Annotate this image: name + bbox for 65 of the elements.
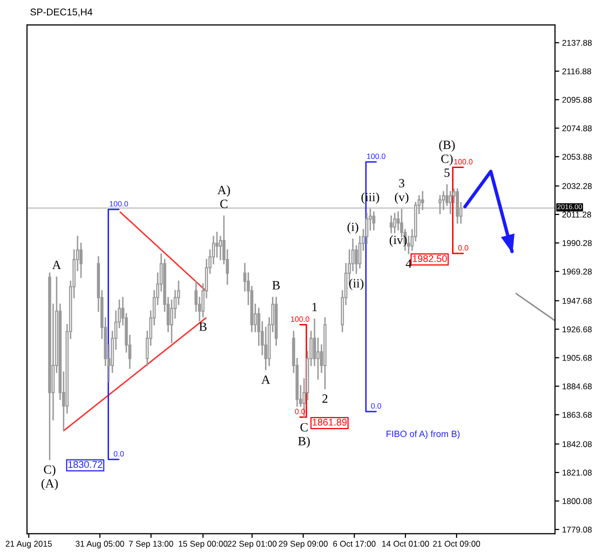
y-tick-label: 2074.88 [562,125,592,132]
annotation: C) [441,154,453,166]
annotation: A [261,375,270,384]
y-tick-label: 2011.28 [562,212,592,218]
annotation: 3 [399,179,404,188]
annotation: C) [44,464,56,476]
y-tick-label: 1800.08 [562,498,592,504]
y-tick-label: 1863.68 [562,412,592,418]
annotation: 5 [444,168,450,177]
candlestick [218,236,222,260]
annotation: (iv) [390,235,407,247]
x-tick-label: 21 Aug 2015 [6,540,52,548]
annotation: 4 [406,259,412,268]
y-tick-label: 1926.68 [562,326,592,332]
annotation: B [199,322,207,331]
x-tick-label: 21 Oct 09:00 [433,540,480,547]
chart-title: SP-DEC15,H4 [30,8,92,17]
annotation: (B) [439,140,455,152]
y-tick-label: 2116.88 [562,68,592,74]
y-tick-label: 2095.88 [562,96,592,103]
annotation: B [272,281,280,290]
y-tick-label: 1842.08 [562,441,592,448]
annotation: C [220,200,228,208]
annotation: 1982.50 [412,255,447,262]
y-tick-label: 1821.08 [562,470,592,476]
candlestick [445,184,448,206]
x-tick-label: 6 Oct 17:00 [333,540,376,547]
y-tick-label: 1990.28 [562,240,592,246]
annotation: (A) [42,478,58,490]
candlestick [354,245,358,274]
candlestick [393,212,396,234]
y-tick-label: 1884.68 [562,383,592,390]
annotation: (ii) [349,278,364,290]
x-tick-label: 22 Sep 01:00 [228,540,277,548]
y-tick-label: 2137.88 [562,40,592,46]
y-tick-label: 2032.28 [562,183,592,190]
annotation: A [52,260,62,270]
candlestick [438,195,442,214]
candlestick [390,215,393,234]
candlestick [448,191,452,214]
candlestick [316,338,320,380]
candlestick [442,191,446,210]
annotation: 2 [322,394,328,403]
candlestick [421,191,424,210]
annotation: 1861.89 [312,418,347,426]
y-tick-label: 1947.68 [562,298,592,304]
annotation: (i) [348,222,358,234]
candlestick [372,211,376,230]
y-tick-label: 1779.08 [562,526,592,533]
y-tick-label: 1969.28 [562,268,592,275]
x-tick-label: 15 Sep 00:00 [178,540,228,548]
y-tick-label: 1905.68 [562,354,592,361]
x-tick-label: 29 Sep 09:00 [278,540,328,548]
annotation: A) [217,185,230,197]
annotation: FIBO of A) from B) [386,430,460,439]
annotation: B) [298,436,310,448]
x-tick-label: 7 Sep 13:00 [128,540,174,548]
y-tick-label: 2053.88 [562,154,592,160]
x-tick-label: 31 Aug 05:00 [76,540,124,548]
candlestick [215,232,218,258]
x-tick-label: 14 Oct 01:00 [382,540,429,547]
annotation: 1 [312,302,317,312]
annotation: 1830.72 [68,461,102,468]
annotation: (v) [394,192,408,204]
annotation: C [300,423,308,432]
